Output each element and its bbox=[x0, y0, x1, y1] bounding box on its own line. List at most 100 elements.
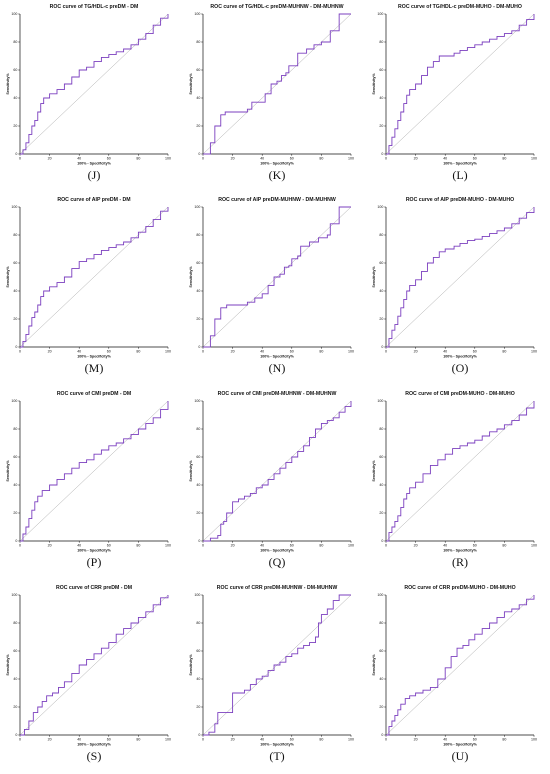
chart-title: ROC curve of TG/HDL-c preDM-MUHO - DM-MU… bbox=[398, 4, 522, 10]
chart-title: ROC curve of TG/HDL-c preDM-MUHNW - DM-M… bbox=[210, 4, 343, 10]
y-tick-label: 20 bbox=[196, 705, 200, 709]
y-tick-label: 0 bbox=[198, 733, 200, 737]
roc-curve bbox=[203, 401, 352, 542]
panel-label: (L) bbox=[452, 168, 468, 182]
x-tick-label: 20 bbox=[414, 544, 418, 548]
x-tick-label: 20 bbox=[414, 157, 418, 161]
roc-panel: ROC curve of CMI preDM-MUHO - DM-MUHO 0 20… bbox=[366, 387, 549, 580]
x-tick-label: 20 bbox=[48, 350, 52, 354]
x-tick-label: 100 bbox=[531, 544, 537, 548]
x-tick-label: 0 bbox=[202, 544, 204, 548]
y-tick-label: 0 bbox=[198, 345, 200, 349]
x-tick-label: 20 bbox=[414, 738, 418, 742]
panel-label: (J) bbox=[87, 168, 101, 182]
x-tick-label: 20 bbox=[231, 350, 235, 354]
y-axis-label: Sensitivity% bbox=[189, 73, 193, 95]
x-tick-label: 0 bbox=[385, 544, 387, 548]
y-axis-label: Sensitivity% bbox=[372, 73, 376, 95]
x-tick-label: 80 bbox=[136, 544, 140, 548]
reference-line bbox=[385, 206, 535, 348]
roc-chart: ROC curve of CMI preDM-MUHO - DM-MUHO 0 20… bbox=[372, 391, 537, 553]
roc-chart: ROC curve of CMI preDM-MUHNW - DM-MUHNW 0… bbox=[189, 391, 354, 553]
panel-label: (T) bbox=[269, 749, 285, 763]
y-tick-label: 100 bbox=[11, 205, 17, 209]
y-axis-label: Sensitivity% bbox=[372, 654, 376, 676]
panel-label: (M) bbox=[84, 361, 104, 375]
y-axis-label: Sensitivity% bbox=[6, 73, 10, 95]
x-tick-label: 100 bbox=[165, 544, 171, 548]
roc-chart: ROC curve of TG/HDL-c preDM - DM 0 20 40 60 8… bbox=[6, 4, 171, 166]
y-tick-label: 0 bbox=[381, 152, 383, 156]
y-tick-label: 80 bbox=[13, 40, 17, 44]
roc-chart: ROC curve of CRR preDM-MUHO - DM-MUHO 0 20… bbox=[372, 585, 537, 747]
roc-curve bbox=[20, 595, 169, 736]
x-tick-label: 60 bbox=[107, 157, 111, 161]
x-tick-label: 100 bbox=[531, 157, 537, 161]
x-axis-label: 100% - Specificity% bbox=[443, 743, 477, 747]
y-tick-label: 20 bbox=[13, 511, 17, 515]
roc-panel: ROC curve of AIP preDM - DM 0 20 40 60 80 100 0… bbox=[0, 193, 183, 386]
roc-panel: ROC curve of CRR preDM-MUHO - DM-MUHO 0 20… bbox=[366, 581, 549, 774]
chart-title: ROC curve of AIP preDM-MUHO - DM-MUHO bbox=[406, 197, 514, 203]
y-tick-label: 40 bbox=[379, 289, 383, 293]
y-tick-label: 80 bbox=[196, 233, 200, 237]
x-axis-label: 100% - Specificity% bbox=[260, 162, 294, 166]
x-tick-label: 40 bbox=[77, 157, 81, 161]
chart-title: ROC curve of CMI preDM-MUHNW - DM-MUHNW bbox=[218, 391, 337, 397]
y-tick-label: 40 bbox=[196, 677, 200, 681]
x-tick-label: 80 bbox=[502, 738, 506, 742]
x-tick-label: 0 bbox=[385, 350, 387, 354]
chart-title: ROC curve of CRR preDM-MUHO - DM-MUHO bbox=[404, 585, 515, 591]
y-tick-label: 40 bbox=[379, 483, 383, 487]
y-axis-label: Sensitivity% bbox=[6, 266, 10, 288]
chart-title: ROC curve of CRR preDM-MUHNW - DM-MUHNW bbox=[217, 585, 338, 591]
roc-curve bbox=[203, 594, 351, 736]
x-tick-label: 100 bbox=[348, 350, 354, 354]
y-tick-label: 60 bbox=[196, 455, 200, 459]
x-tick-label: 0 bbox=[19, 738, 21, 742]
y-tick-label: 60 bbox=[196, 261, 200, 265]
y-axis-label: Sensitivity% bbox=[372, 266, 376, 288]
y-tick-label: 20 bbox=[13, 124, 17, 128]
x-tick-label: 100 bbox=[348, 544, 354, 548]
panel-label: (P) bbox=[86, 555, 102, 569]
y-tick-label: 60 bbox=[379, 68, 383, 72]
roc-chart: ROC curve of TG/HDL-c preDM-MUHNW - DM-M… bbox=[189, 4, 354, 166]
roc-curve bbox=[386, 595, 535, 736]
roc-chart: ROC curve of TG/HDL-c preDM-MUHO - DM-MU… bbox=[372, 4, 537, 166]
x-tick-label: 80 bbox=[319, 544, 323, 548]
x-tick-label: 60 bbox=[473, 738, 477, 742]
y-axis-label: Sensitivity% bbox=[6, 460, 10, 482]
x-tick-label: 40 bbox=[77, 544, 81, 548]
reference-line bbox=[19, 594, 169, 736]
roc-chart: ROC curve of CRR preDM - DM 0 20 40 60 80 100 0… bbox=[6, 585, 171, 747]
x-tick-label: 40 bbox=[443, 544, 447, 548]
roc-curve bbox=[203, 13, 351, 155]
x-tick-label: 80 bbox=[502, 544, 506, 548]
y-tick-label: 40 bbox=[379, 677, 383, 681]
panel-label: (O) bbox=[451, 361, 469, 375]
y-tick-label: 60 bbox=[13, 649, 17, 653]
reference-line bbox=[202, 400, 352, 542]
x-axis-label: 100% - Specificity% bbox=[77, 355, 111, 359]
y-tick-label: 100 bbox=[194, 399, 200, 403]
x-tick-label: 20 bbox=[231, 544, 235, 548]
y-tick-label: 0 bbox=[15, 152, 17, 156]
x-tick-label: 0 bbox=[202, 157, 204, 161]
roc-panel: ROC curve of CRR preDM-MUHNW - DM-MUHNW 0… bbox=[183, 581, 366, 774]
y-tick-label: 80 bbox=[379, 621, 383, 625]
roc-chart: ROC curve of AIP preDM-MUHNW - DM-MUHNW 0… bbox=[189, 197, 354, 359]
x-tick-label: 80 bbox=[136, 157, 140, 161]
y-tick-label: 80 bbox=[13, 233, 17, 237]
roc-panel: ROC curve of CMI preDM-MUHNW - DM-MUHNW 0… bbox=[183, 387, 366, 580]
roc-chart: ROC curve of AIP preDM - DM 0 20 40 60 80 100 0… bbox=[6, 197, 171, 359]
reference-line bbox=[19, 206, 169, 348]
x-tick-label: 80 bbox=[319, 738, 323, 742]
x-axis-label: 100% - Specificity% bbox=[260, 549, 294, 553]
y-tick-label: 0 bbox=[381, 345, 383, 349]
x-axis-label: 100% - Specificity% bbox=[77, 743, 111, 747]
roc-curve bbox=[386, 401, 535, 542]
y-tick-label: 60 bbox=[379, 261, 383, 265]
y-tick-label: 40 bbox=[13, 289, 17, 293]
